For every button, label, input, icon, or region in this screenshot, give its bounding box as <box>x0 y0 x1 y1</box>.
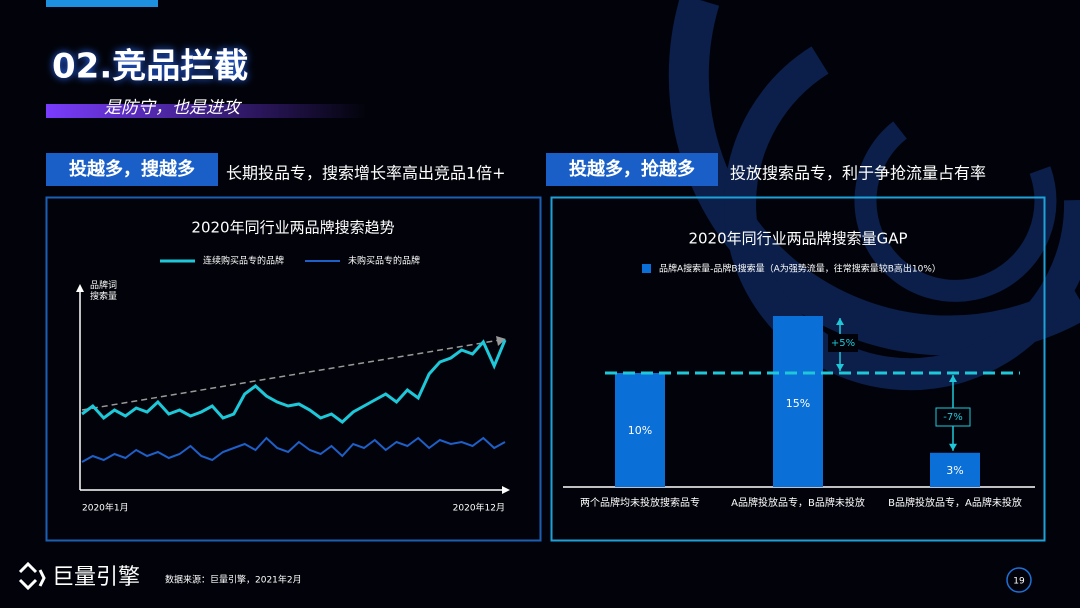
highlight-text: 投放搜索品专，利于争抢流量占有率 <box>730 164 986 183</box>
arrow-head <box>949 375 957 382</box>
axis-arrow <box>496 336 506 346</box>
page-circle <box>1006 567 1032 593</box>
legend-swatch <box>642 264 651 273</box>
logo <box>18 561 46 591</box>
tag-box <box>46 153 218 186</box>
trend-arrow <box>81 339 501 411</box>
axis-arrow <box>502 486 510 494</box>
x-tick-label: A品牌投放品专，B品牌未投放 <box>731 496 865 509</box>
annotation-box <box>828 334 858 352</box>
series-line <box>81 339 507 424</box>
annotation: +5% <box>831 338 855 349</box>
x-tick-label: 2020年12月 <box>453 502 505 514</box>
subtitle-bar <box>46 104 366 118</box>
annotation-box <box>935 407 971 427</box>
value-label: 10% <box>628 424 652 437</box>
panel <box>45 196 542 542</box>
series-line <box>81 436 506 463</box>
tag: 投越多，抢越多 <box>569 158 695 180</box>
axis-arrow <box>76 284 84 292</box>
legend-label: 未购买品专的品牌 <box>348 255 420 267</box>
tag-box <box>546 153 718 186</box>
subtitle: 是防守，也是进攻 <box>104 98 243 118</box>
annotation: -7% <box>943 412 962 423</box>
legend-label: 品牌A搜索量-品牌B搜索量（A为强势流量，往常搜索量较B高出10%） <box>659 263 941 275</box>
y-axis-label: 品牌词搜索量 <box>90 279 117 302</box>
tag: 投越多，搜越多 <box>69 158 195 180</box>
value-label: 3% <box>946 464 963 477</box>
bar <box>773 316 823 487</box>
highlight-text: 长期投品专，搜索增长率高出竞品1倍+ <box>226 164 506 183</box>
page-number: 19 <box>1013 577 1025 587</box>
x-tick-label: 两个品牌均未投放搜索品专 <box>580 496 700 509</box>
arrow-head <box>949 443 957 451</box>
arrow-head <box>836 318 844 325</box>
chart-title: 2020年同行业两品牌搜索量GAP <box>688 230 907 248</box>
decor-arcs <box>668 0 1080 391</box>
panel <box>550 196 1046 542</box>
arrow-head <box>836 364 844 371</box>
legend-label: 连续购买品专的品牌 <box>203 255 284 267</box>
x-tick-label: 2020年1月 <box>82 502 129 514</box>
brand: 巨量引擎 <box>52 565 140 590</box>
bar <box>930 452 980 487</box>
source: 数据来源：巨量引擎，2021年2月 <box>165 574 302 586</box>
bar <box>615 373 665 487</box>
chart-title: 2020年同行业两品牌搜索趋势 <box>191 219 394 237</box>
title: 02.竞品拦截 <box>52 47 248 87</box>
value-label: 15% <box>786 397 810 410</box>
x-tick-label: B品牌投放品专，A品牌未投放 <box>888 496 1022 509</box>
top-accent <box>46 0 158 7</box>
